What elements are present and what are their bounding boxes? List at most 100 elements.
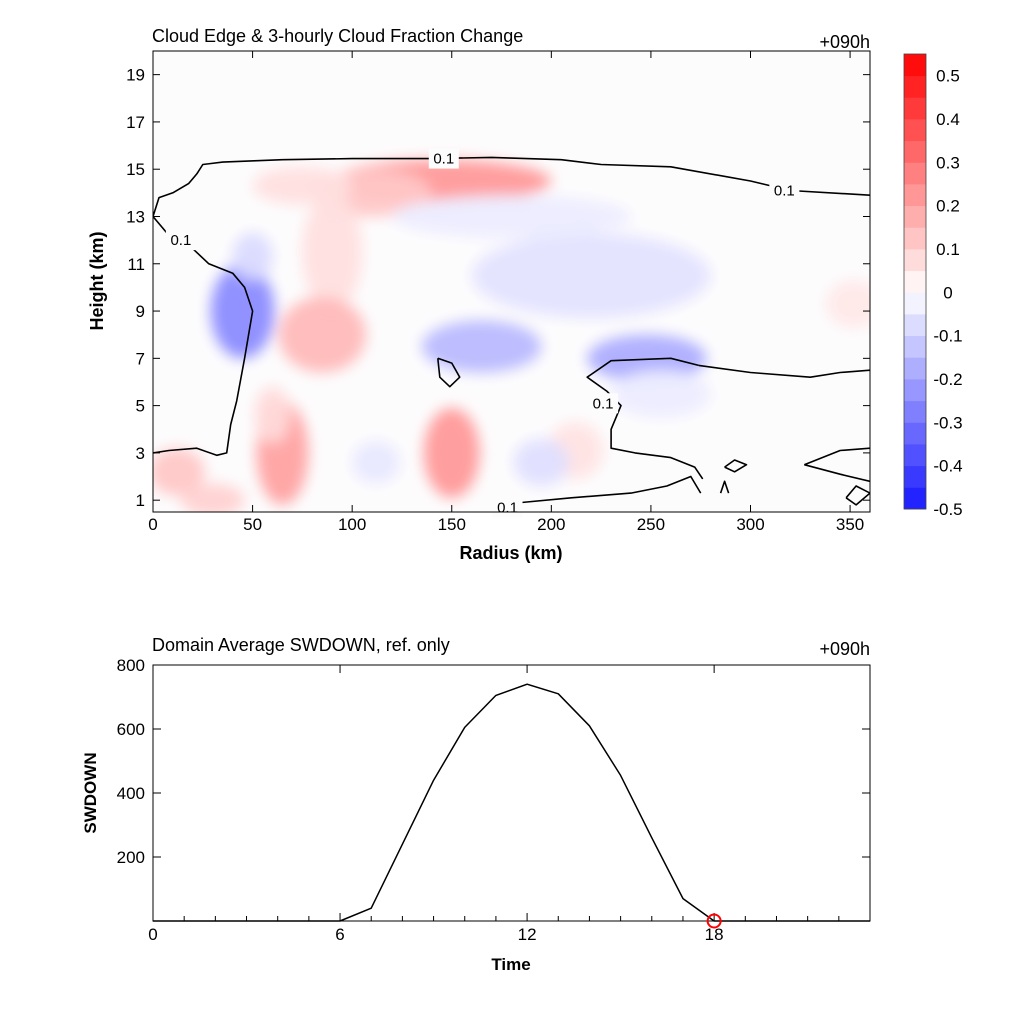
bottom-y-axis: 200 400 600 800 — [117, 656, 870, 867]
bottom-x-axis-label: Time — [491, 955, 530, 974]
field-blob-4 — [278, 296, 367, 373]
top-y-tick-label: 15 — [126, 160, 145, 179]
swdown-line — [153, 683, 870, 922]
bottom-panel-time-label: +090h — [819, 639, 870, 659]
field-blob-15 — [587, 334, 707, 382]
top-panel-time-label: +090h — [819, 32, 870, 52]
top-x-tick-label: 300 — [736, 515, 764, 534]
colorbar-swatch — [904, 227, 926, 250]
heatmap-area — [153, 51, 870, 512]
colorbar-swatch — [904, 270, 926, 293]
contour-line-5 — [698, 364, 870, 378]
contour-line-1 — [153, 215, 254, 457]
colorbar-swatch — [904, 465, 926, 488]
contour-line-8 — [804, 463, 870, 483]
bottom-x-tick-label: 0 — [148, 925, 157, 944]
top-x-axis: 0 50 100 150 200 250 300 350 — [148, 51, 864, 534]
colorbar: 0.5 0.4 0.3 0.2 0.1 0 -0.1 -0.2 -0.3 -0.4 -0.5 — [903, 53, 963, 519]
colorbar-swatch — [904, 119, 926, 142]
field-blob-8 — [153, 448, 205, 496]
contour-label-text: 0.1 — [774, 182, 795, 199]
field-blob-6 — [254, 386, 291, 444]
contour-line-3 — [724, 459, 748, 473]
contour-line-0 — [153, 156, 870, 217]
bottom-panel-title: Domain Average SWDOWN, ref. only — [152, 635, 450, 655]
top-panel-title: Cloud Edge & 3-hourly Cloud Fraction Cha… — [152, 26, 523, 46]
colorbar-swatch — [904, 184, 926, 207]
top-x-tick-label: 150 — [438, 515, 466, 534]
contour-line-9 — [845, 485, 870, 506]
colorbar-swatch — [904, 335, 926, 358]
contour-label-bg — [428, 148, 459, 169]
field-blob-11 — [826, 280, 870, 328]
contour-label-4: 0.1 — [492, 497, 523, 518]
top-y-tick-label: 19 — [126, 66, 145, 85]
bottom-y-tick-label: 800 — [117, 656, 145, 675]
colorbar-swatch — [904, 205, 926, 228]
colorbar-tick-label: -0.2 — [933, 370, 962, 389]
colorbar-frame — [903, 53, 927, 510]
colorbar-swatch — [904, 379, 926, 402]
bottom-x-tick-label: 6 — [335, 925, 344, 944]
field-blob-18 — [352, 441, 400, 484]
colorbar-tick-label: 0.3 — [936, 153, 960, 172]
colorbar-swatch — [904, 97, 926, 120]
field-blob-20 — [611, 370, 711, 418]
cloud-fraction-change-field — [153, 159, 870, 512]
contour-label-2: 0.1 — [165, 230, 196, 251]
field-blob-13 — [232, 233, 273, 281]
top-x-tick-label: 100 — [338, 515, 366, 534]
colorbar-tick-label: -0.5 — [933, 500, 962, 519]
colorbar-swatch — [904, 400, 926, 423]
bottom-x-tick-label: 18 — [705, 925, 724, 944]
bottom-y-tick-label: 200 — [117, 848, 145, 867]
bottom-panel: Domain Average SWDOWN, ref. only +090h 0… — [81, 635, 871, 974]
colorbar-swatch — [904, 487, 926, 510]
bottom-y-tick-label: 400 — [117, 784, 145, 803]
contour-label-text: 0.1 — [497, 499, 518, 516]
colorbar-swatch — [904, 292, 926, 315]
top-y-tick-label: 1 — [136, 491, 145, 510]
colorbar-tick-label: -0.3 — [933, 413, 962, 432]
contour-line-4 — [586, 357, 704, 480]
contour-line-7 — [804, 447, 870, 466]
top-y-tick-label: 5 — [136, 397, 145, 416]
contour-label-bg — [769, 180, 800, 201]
bottom-y-axis-label: SWDOWN — [81, 752, 100, 833]
contour-line-6 — [437, 357, 461, 388]
colorbar-tick-label: 0 — [943, 283, 952, 302]
bottom-y-tick-label: 600 — [117, 720, 145, 739]
current-time-marker — [706, 913, 722, 929]
swdown-series — [153, 683, 870, 929]
colorbar-swatch — [904, 444, 926, 467]
contour-label-text: 0.1 — [433, 151, 454, 168]
contour-label-bg — [165, 230, 196, 251]
top-x-tick-label: 200 — [537, 515, 565, 534]
colorbar-tick-label: 0.5 — [936, 67, 960, 86]
bottom-plot-frame — [152, 664, 871, 922]
top-y-tick-label: 13 — [126, 207, 145, 226]
colorbar-tick-label: 0.4 — [936, 110, 960, 129]
contour-label-0: 0.1 — [428, 148, 459, 169]
colorbar-swatch — [904, 140, 926, 163]
contour-labels: 0.1 0.1 0.1 0.1 0.1 — [165, 148, 800, 518]
top-y-tick-label: 17 — [126, 113, 145, 132]
colorbar-swatch — [904, 314, 926, 337]
field-blob-9 — [180, 483, 245, 512]
field-blob-7 — [423, 407, 480, 498]
colorbar-tick-label: 0.1 — [936, 240, 960, 259]
top-y-axis-label: Height (km) — [87, 231, 107, 330]
colorbar-swatch — [904, 249, 926, 272]
top-y-tick-label: 3 — [136, 444, 145, 463]
top-panel: Cloud Edge & 3-hourly Cloud Fraction Cha… — [87, 26, 871, 563]
contour-label-text: 0.1 — [170, 232, 191, 249]
top-x-tick-label: 350 — [836, 515, 864, 534]
colorbar-tick-label: 0.2 — [936, 197, 960, 216]
top-x-tick-label: 50 — [243, 515, 262, 534]
top-y-tick-label: 11 — [127, 255, 145, 274]
colorbar-tick-label: -0.4 — [933, 457, 962, 476]
field-blob-19 — [392, 195, 631, 238]
top-plot-frame — [152, 50, 871, 513]
